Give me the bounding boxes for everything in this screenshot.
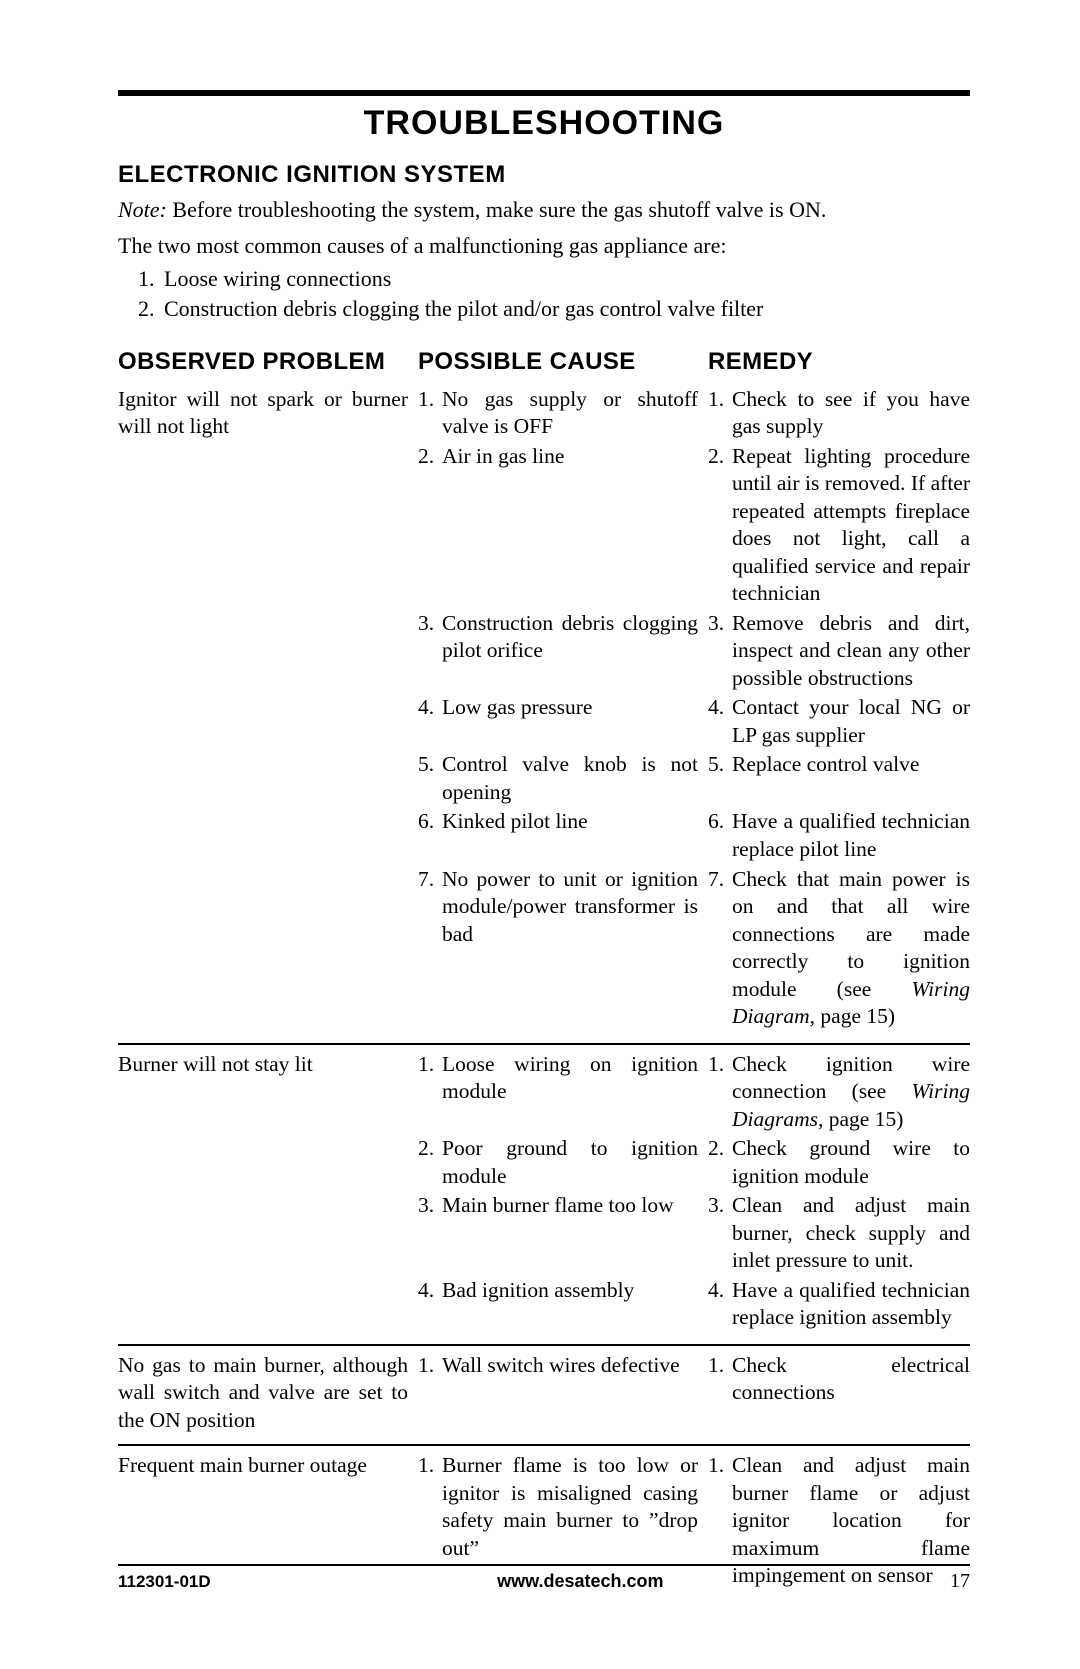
possible-cause: 1.Loose wiring on ignition module	[418, 1051, 708, 1136]
table-row: Burner will not stay lit1.Loose wiring o…	[118, 1043, 970, 1344]
remedy: 3.Clean and adjust main burner, check su…	[708, 1192, 970, 1277]
note-label: Note:	[118, 197, 167, 222]
section-heading: ELECTRONIC IGNITION SYSTEM	[118, 161, 970, 189]
col-header-remedy: REMEDY	[708, 348, 970, 376]
possible-cause: 4.Bad ignition assembly	[418, 1277, 708, 1334]
remedy: 1.Check to see if you have gas supply	[708, 386, 970, 443]
page-title: TROUBLESHOOTING	[118, 104, 970, 143]
top-rule	[118, 90, 970, 96]
possible-cause: 2.Air in gas line	[418, 443, 708, 610]
possible-cause: 4.Low gas pressure	[418, 694, 708, 751]
troubleshooting-table: Ignitor will not spark or burner will no…	[118, 380, 970, 1602]
possible-cause: 1.No gas supply or shutoff valve is OFF	[418, 386, 708, 443]
footer-page-no: 17	[950, 1570, 970, 1593]
possible-cause: 2.Poor ground to ignition module	[418, 1135, 708, 1192]
remedy: 4.Contact your local NG or LP gas suppli…	[708, 694, 970, 751]
possible-cause: 7.No power to unit or ignition module/po…	[418, 866, 708, 1033]
cause-remedy-grid: 1.No gas supply or shutoff valve is OFF1…	[418, 386, 970, 1033]
cause-remedy-grid: 1.Wall switch wires defective1.Check ele…	[418, 1352, 970, 1435]
intro-line: The two most common causes of a malfunct…	[118, 231, 970, 261]
common-cause-item: Construction debris clogging the pilot a…	[160, 294, 970, 324]
observed-problem: Burner will not stay lit	[118, 1051, 418, 1334]
possible-cause: 6.Kinked pilot line	[418, 808, 708, 865]
remedy: 3.Remove debris and dirt, inspect and cl…	[708, 610, 970, 695]
note-text: Before troubleshooting the system, make …	[172, 197, 826, 222]
possible-cause: 5.Control valve knob is not opening	[418, 751, 708, 808]
table-header-row: OBSERVED PROBLEM POSSIBLE CAUSE REMEDY	[118, 348, 970, 376]
common-cause-item: Loose wiring connections	[160, 264, 970, 294]
page-footer: 112301-01D www.desatech.com 17	[0, 1564, 1080, 1593]
remedy: 2.Repeat lighting procedure until air is…	[708, 443, 970, 610]
remedy: 2.Check ground wire to ignition module	[708, 1135, 970, 1192]
possible-cause: 3.Construction debris clogging pilot ori…	[418, 610, 708, 695]
observed-problem: Ignitor will not spark or burner will no…	[118, 386, 418, 1033]
possible-cause: 1.Wall switch wires defective	[418, 1352, 708, 1435]
footer-url: www.desatech.com	[497, 1571, 663, 1592]
note-line: Note: Before troubleshooting the system,…	[118, 195, 970, 225]
footer-doc-id: 112301-01D	[118, 1572, 211, 1592]
common-causes-list: Loose wiring connections Construction de…	[136, 264, 970, 323]
table-row: Ignitor will not spark or burner will no…	[118, 380, 970, 1043]
remedy: 4.Have a qualified technician replace ig…	[708, 1277, 970, 1334]
remedy: 5.Replace control valve	[708, 751, 970, 808]
cause-remedy-grid: 1.Loose wiring on ignition module1.Check…	[418, 1051, 970, 1334]
remedy: 1.Check ignition wire connection (see Wi…	[708, 1051, 970, 1136]
col-header-cause: POSSIBLE CAUSE	[418, 348, 708, 376]
remedy: 6.Have a qualified technician replace pi…	[708, 808, 970, 865]
table-row: No gas to main burner, although wall swi…	[118, 1344, 970, 1445]
col-header-problem: OBSERVED PROBLEM	[118, 348, 418, 376]
possible-cause: 3.Main burner flame too low	[418, 1192, 708, 1277]
footer-rule	[118, 1564, 970, 1566]
remedy: 7.Check that main power is on and that a…	[708, 866, 970, 1033]
observed-problem: No gas to main burner, although wall swi…	[118, 1352, 418, 1435]
remedy: 1.Check electrical connections	[708, 1352, 970, 1435]
